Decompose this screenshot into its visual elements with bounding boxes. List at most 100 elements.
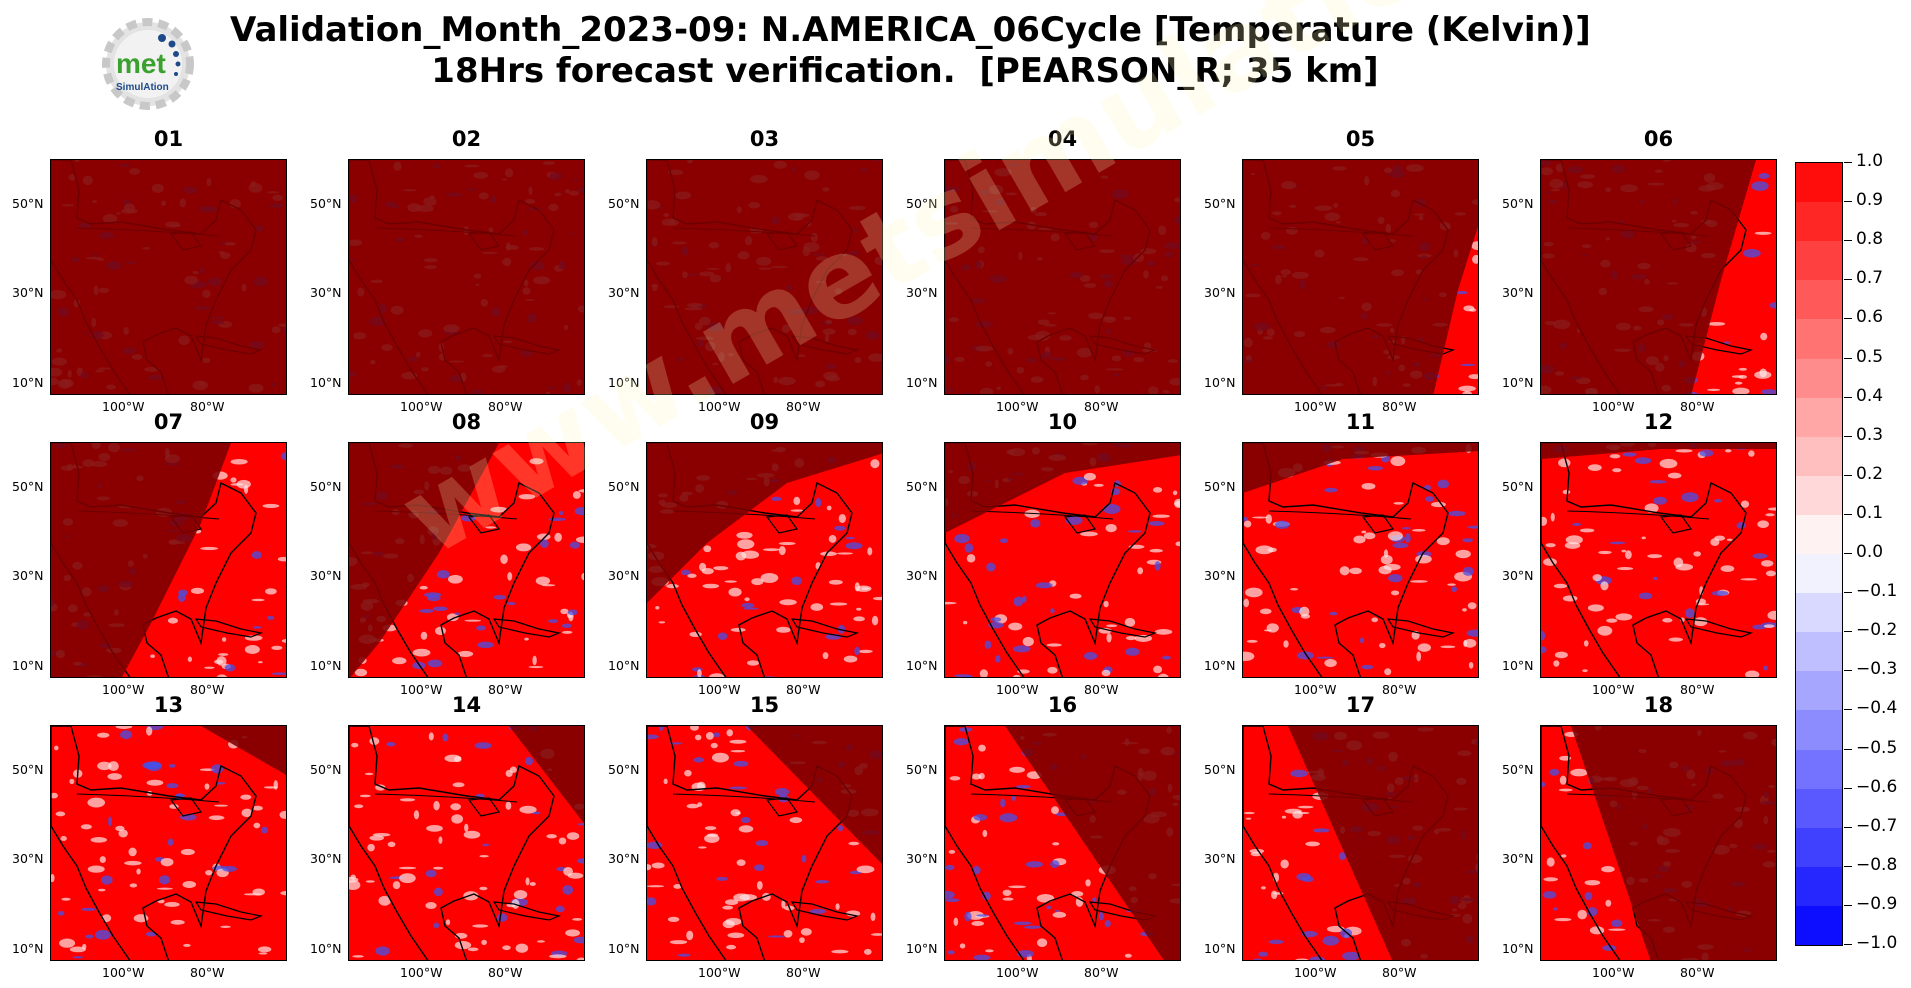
map-panel-04	[944, 159, 1181, 395]
lon-label: 80°W	[488, 682, 523, 697]
colorbar-tick	[1844, 631, 1852, 633]
lat-label: 30°N	[1502, 851, 1534, 866]
met-simulation-logo: met SimulAtion	[96, 12, 200, 116]
colorbar-tick-label: 0.8	[1856, 229, 1884, 250]
lon-label: 80°W	[190, 682, 225, 697]
colorbar-band	[1796, 397, 1842, 438]
lat-label: 10°N	[906, 658, 938, 673]
panel-title-07: 07	[153, 410, 184, 434]
lat-label: 30°N	[310, 851, 342, 866]
lat-label: 30°N	[1204, 285, 1236, 300]
night-shading	[1541, 443, 1776, 459]
lat-label: 30°N	[12, 851, 44, 866]
colorbar-band	[1796, 827, 1842, 868]
night-shading	[1243, 443, 1478, 493]
colorbar-band	[1796, 749, 1842, 790]
lat-label: 30°N	[1204, 568, 1236, 583]
lon-label: 80°W	[1382, 965, 1417, 980]
map-panel-13	[50, 725, 287, 961]
lon-label: 100°W	[400, 399, 443, 414]
colorbar-band	[1796, 710, 1842, 750]
map-panel-14	[348, 725, 585, 961]
lon-label: 100°W	[1294, 682, 1337, 697]
panel-title-13: 13	[153, 693, 184, 717]
lat-label: 50°N	[608, 196, 640, 211]
map-panel-11	[1242, 442, 1479, 678]
panel-title-12: 12	[1643, 410, 1674, 434]
colorbar-band	[1796, 280, 1842, 320]
colorbar-tick	[1844, 904, 1852, 906]
colorbar-tick-label: 0.2	[1856, 463, 1884, 484]
lat-label: 50°N	[608, 762, 640, 777]
lat-label: 50°N	[310, 479, 342, 494]
night-shading	[349, 160, 584, 394]
colorbar-band	[1796, 163, 1842, 203]
colorbar-tick	[1844, 240, 1852, 242]
colorbar	[1795, 162, 1843, 946]
lon-label: 100°W	[698, 965, 741, 980]
lon-label: 80°W	[1084, 965, 1119, 980]
lat-label: 30°N	[310, 285, 342, 300]
panel-title-17: 17	[1345, 693, 1376, 717]
lat-label: 30°N	[12, 568, 44, 583]
lat-label: 50°N	[310, 196, 342, 211]
lon-label: 100°W	[1592, 682, 1635, 697]
colorbar-tick-label: −0.3	[1856, 659, 1898, 680]
lon-label: 100°W	[102, 965, 145, 980]
lat-label: 30°N	[608, 568, 640, 583]
lat-label: 50°N	[310, 762, 342, 777]
map-panel-17	[1242, 725, 1479, 961]
night-shading	[1005, 726, 1180, 960]
colorbar-tick	[1844, 709, 1852, 711]
colorbar-tick-label: −0.9	[1856, 893, 1898, 914]
colorbar-band	[1796, 358, 1842, 399]
lon-label: 80°W	[1680, 399, 1715, 414]
lat-label: 10°N	[310, 941, 342, 956]
map-panel-03	[646, 159, 883, 395]
colorbar-tick	[1844, 592, 1852, 594]
lat-label: 50°N	[1502, 479, 1534, 494]
lon-label: 80°W	[1680, 682, 1715, 697]
colorbar-band	[1796, 554, 1842, 594]
lon-label: 100°W	[1294, 399, 1337, 414]
colorbar-band	[1796, 788, 1842, 829]
colorbar-band	[1796, 475, 1842, 516]
colorbar-band	[1796, 671, 1842, 711]
colorbar-tick-label: −0.5	[1856, 737, 1898, 758]
night-shading	[51, 443, 231, 677]
lat-label: 10°N	[12, 658, 44, 673]
lon-label: 100°W	[996, 682, 1039, 697]
lon-label: 80°W	[1084, 682, 1119, 697]
panel-title-02: 02	[451, 127, 482, 151]
colorbar-tick-label: 0.3	[1856, 424, 1884, 445]
night-shading	[945, 443, 1180, 533]
map-panel-05	[1242, 159, 1479, 395]
lat-label: 10°N	[12, 375, 44, 390]
lon-label: 80°W	[1084, 399, 1119, 414]
lat-label: 50°N	[906, 196, 938, 211]
map-panel-15	[646, 725, 883, 961]
colorbar-tick	[1844, 670, 1852, 672]
night-shading	[647, 443, 882, 603]
colorbar-tick	[1844, 435, 1852, 437]
lon-label: 80°W	[786, 965, 821, 980]
night-shading	[945, 160, 1180, 394]
lon-label: 100°W	[698, 682, 741, 697]
panel-title-11: 11	[1345, 410, 1376, 434]
map-panel-12	[1540, 442, 1777, 678]
lat-label: 10°N	[608, 375, 640, 390]
map-panel-16	[944, 725, 1181, 961]
map-panel-08	[348, 442, 585, 678]
lat-label: 10°N	[1204, 375, 1236, 390]
lon-label: 100°W	[400, 682, 443, 697]
figure-title: Validation_Month_2023-09: N.AMERICA_06Cy…	[230, 10, 1591, 92]
title-line-2: 18Hrs forecast verification. [PEARSON_R;…	[431, 51, 1379, 91]
colorbar-tick	[1844, 162, 1852, 163]
lon-label: 80°W	[786, 682, 821, 697]
night-shading	[509, 726, 584, 824]
lat-label: 10°N	[906, 375, 938, 390]
colorbar-tick-label: −0.8	[1856, 854, 1898, 875]
colorbar-tick	[1844, 201, 1852, 203]
colorbar-tick	[1844, 513, 1852, 515]
colorbar-tick	[1844, 944, 1852, 945]
